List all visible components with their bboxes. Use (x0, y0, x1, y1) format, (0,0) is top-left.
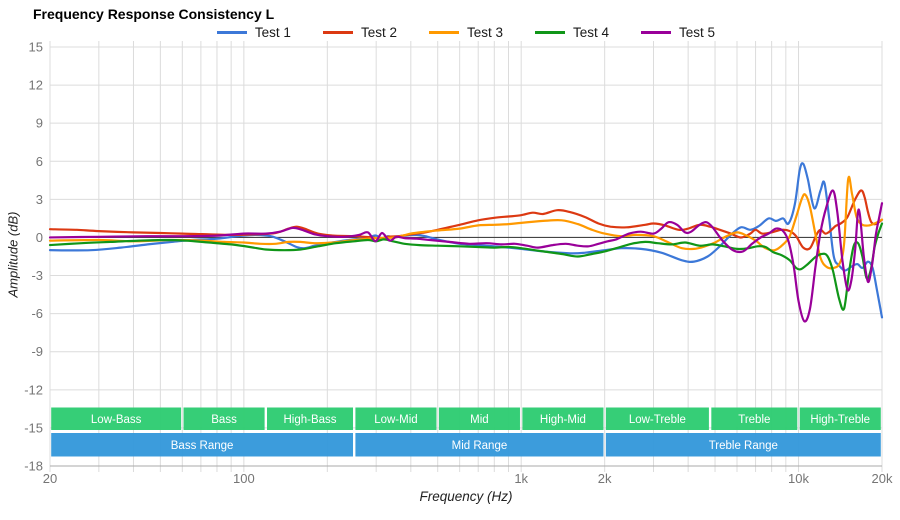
band-low-mid-label: Low-Mid (374, 414, 417, 426)
y-tick-label: 15 (29, 40, 43, 55)
legend-swatch-icon (641, 31, 672, 34)
band-mid-range-label: Mid Range (452, 440, 508, 452)
curve-test-4 (48, 222, 884, 311)
band-bass-label: Bass (211, 414, 237, 426)
legend-swatch-icon (216, 31, 247, 34)
legend-label: Test 1 (254, 25, 291, 40)
legend: Test 1 Test 2 Test 3 Test 4 Test 5 (50, 25, 882, 40)
y-tick-label: 6 (36, 154, 43, 169)
legend-label: Test 5 (679, 25, 716, 40)
y-tick-label: 3 (36, 192, 43, 207)
y-tick-label: -12 (24, 382, 43, 397)
legend-swatch-icon (535, 31, 566, 34)
band-mid (438, 407, 520, 430)
legend-label: Test 3 (466, 25, 504, 40)
legend-item-test-1: Test 1 (216, 25, 291, 40)
y-tick-label: -6 (31, 306, 43, 321)
x-axis-title: Frequency (Hz) (419, 489, 513, 504)
chart-title: Frequency Response Consistency L (33, 6, 275, 22)
curve-test-5 (48, 189, 884, 323)
band-bass-range (51, 433, 354, 457)
x-tick-label-20: 20 (43, 471, 57, 486)
band-low-mid (355, 407, 437, 430)
x-tick-label-1k: 1k (514, 471, 528, 486)
curve-test-1 (48, 162, 884, 319)
legend-item-test-3: Test 3 (428, 25, 504, 40)
x-tick-label-2k: 2k (598, 471, 612, 486)
x-tick-label-100: 100 (233, 471, 255, 486)
y-tick-label: 0 (36, 230, 43, 245)
band-high-mid (522, 407, 604, 430)
band-treble-range (605, 433, 881, 457)
y-tick-label: -9 (31, 344, 43, 359)
band-high-treble (799, 407, 881, 430)
legend-item-test-4: Test 4 (535, 25, 609, 40)
x-tick-label-20k: 20k (872, 471, 893, 486)
y-tick-label: -15 (24, 420, 43, 435)
y-tick-label: 12 (29, 78, 43, 93)
band-high-treble-label: High-Treble (810, 414, 870, 426)
legend-label: Test 4 (573, 25, 610, 40)
band-high-bass (267, 407, 354, 430)
band-treble (711, 407, 798, 430)
band-treble-label: Treble (738, 414, 770, 426)
y-tick-label: -3 (31, 268, 43, 283)
band-low-treble (605, 407, 709, 430)
band-low-bass-label: Low-Bass (91, 414, 142, 426)
legend-label: Test 2 (360, 25, 397, 40)
band-treble-range-label: Treble Range (709, 440, 778, 452)
legend-swatch-icon (428, 31, 459, 34)
y-tick-label: -18 (24, 459, 43, 474)
band-low-bass (51, 407, 182, 430)
legend-item-test-5: Test 5 (641, 25, 715, 40)
legend-swatch-icon (322, 31, 353, 34)
legend-item-test-2: Test 2 (322, 25, 397, 40)
x-tick-label-10k: 10k (788, 471, 809, 486)
curve-test-2 (48, 189, 884, 251)
y-tick-label: 9 (36, 116, 43, 131)
band-low-treble-label: Low-Treble (629, 414, 686, 426)
band-high-mid-label: High-Mid (540, 414, 586, 426)
y-axis-title: Amplitude (dB) (5, 211, 21, 298)
band-high-bass-label: High-Bass (283, 414, 336, 426)
band-mid-range (355, 433, 604, 457)
band-mid-label: Mid (470, 414, 489, 426)
curve-test-3 (48, 175, 884, 270)
band-bass-range-label: Bass Range (171, 440, 234, 452)
band-bass (183, 407, 265, 430)
